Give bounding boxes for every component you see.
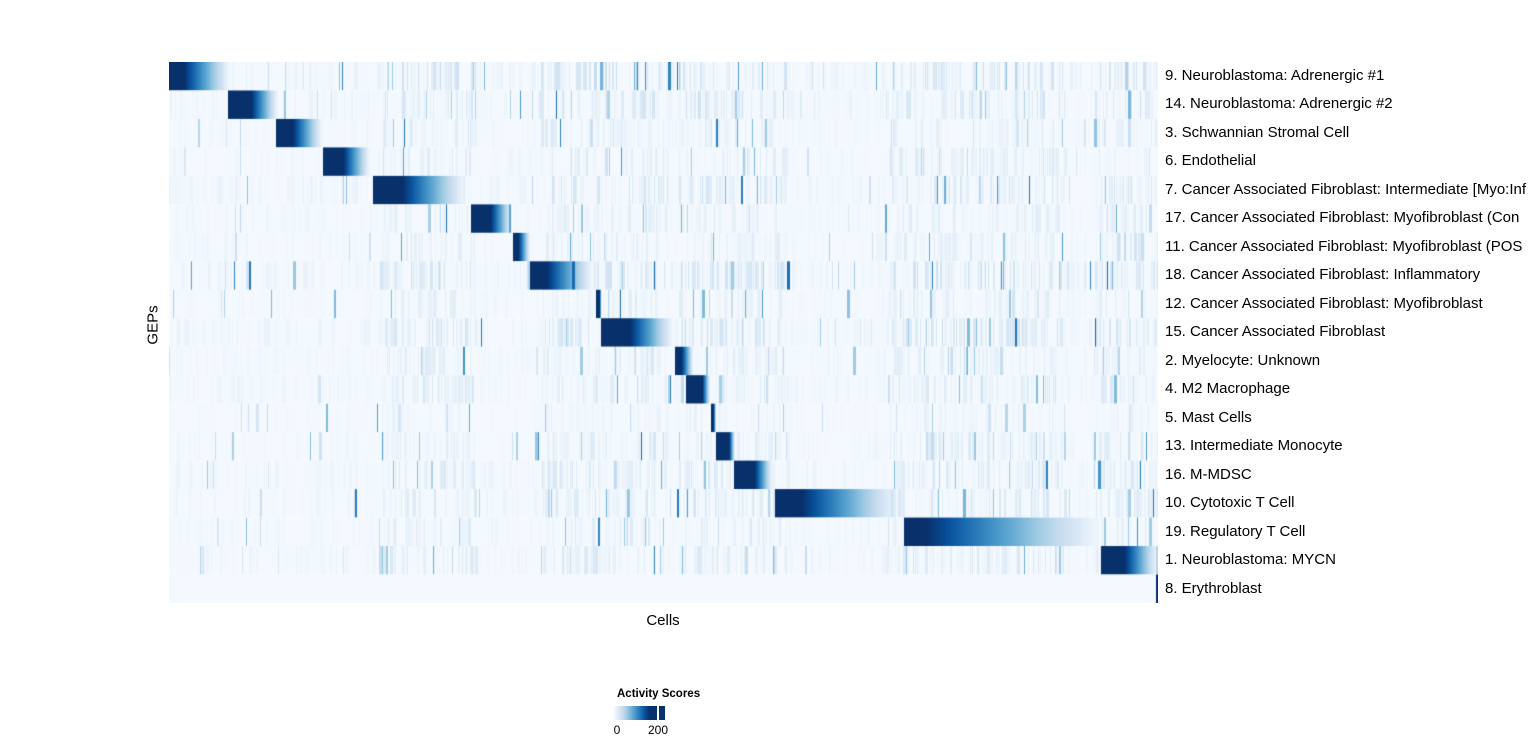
y-axis-label: GEPs [144,305,162,345]
colorbar-tick-marker [656,706,659,720]
row-label: 1. Neuroblastoma: MYCN [1165,551,1336,569]
row-label: 6. Endothelial [1165,152,1256,170]
row-label: 5. Mast Cells [1165,408,1252,426]
row-label: 15. Cancer Associated Fibroblast [1165,323,1386,341]
row-label: 17. Cancer Associated Fibroblast: Myofib… [1165,209,1520,227]
row-label: 8. Erythroblast [1165,579,1262,597]
x-axis-label: Cells [646,612,680,629]
heatmap-canvas [169,62,1158,603]
row-label: 9. Neuroblastoma: Adrenergic #1 [1165,67,1385,84]
colorbar-tick-label-max: 200 [647,723,669,737]
row-label: 3. Schwannian Stromal Cell [1165,123,1350,141]
row-label: 11. Cancer Associated Fibroblast: Myofib… [1165,237,1523,255]
row-label: 14. Neuroblastoma: Adrenergic #2 [1165,95,1393,113]
colorbar-gradient [614,706,665,720]
row-label: 18. Cancer Associated Fibroblast: Inflam… [1165,266,1481,284]
colorbar-tick-label-min: 0 [613,723,621,737]
colorbar-title: Activity Scores [617,688,701,700]
row-label: 10. Cytotoxic T Cell [1165,494,1295,512]
row-label: 7. Cancer Associated Fibroblast: Interme… [1165,180,1527,198]
row-label: 12. Cancer Associated Fibroblast: Myofib… [1165,294,1483,312]
row-label: 13. Intermediate Monocyte [1165,437,1343,455]
row-label: 2. Myelocyte: Unknown [1165,351,1321,369]
row-label: 19. Regulatory T Cell [1165,522,1306,540]
row-label: 4. M2 Macrophage [1165,380,1291,398]
row-label: 16. M-MDSC [1165,465,1252,483]
